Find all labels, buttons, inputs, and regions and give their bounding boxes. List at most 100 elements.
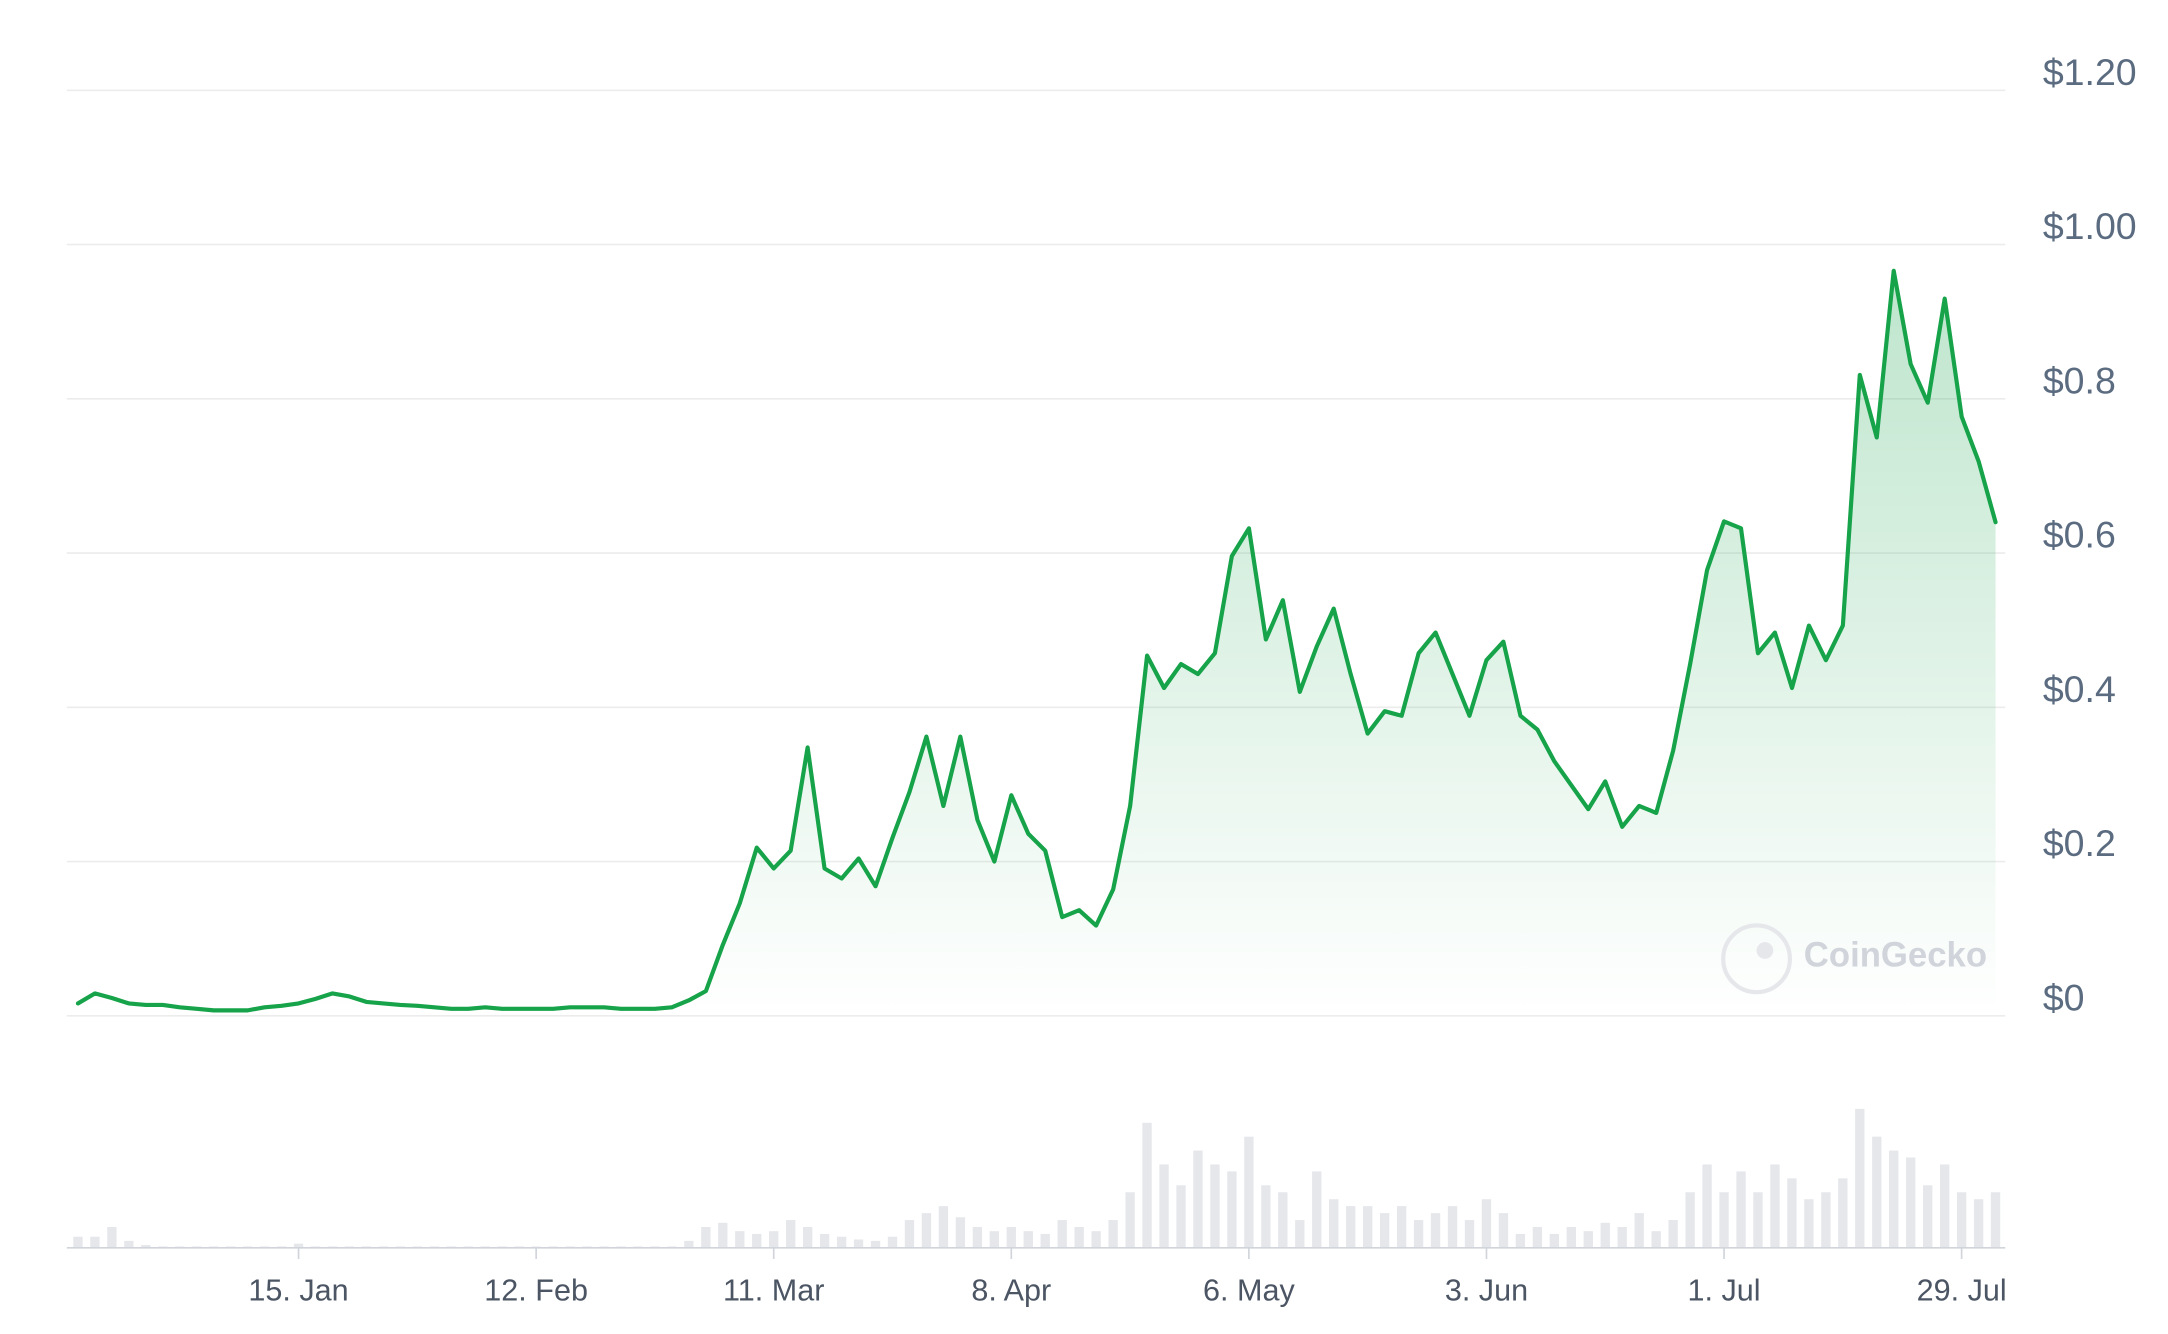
- volume-bar: [1685, 1192, 1695, 1248]
- volume-bar: [1566, 1227, 1576, 1248]
- volume-bar: [1227, 1171, 1237, 1248]
- volume-bar: [1023, 1231, 1033, 1248]
- volume-bar: [1668, 1220, 1678, 1248]
- volume-bar: [1532, 1227, 1543, 1248]
- volume-bar: [107, 1227, 117, 1248]
- volume-bar: [1108, 1220, 1118, 1248]
- x-tick-label: 3. Jun: [1445, 1273, 1528, 1307]
- x-tick-label: 1. Jul: [1688, 1273, 1761, 1307]
- volume-bar: [701, 1227, 711, 1248]
- volume-bar: [73, 1236, 83, 1248]
- volume-bar: [972, 1227, 983, 1248]
- x-tick-label: 11. Mar: [723, 1273, 824, 1307]
- volume-bar: [1176, 1185, 1186, 1248]
- volume-bar: [904, 1220, 915, 1248]
- volume-bar: [293, 1243, 304, 1248]
- price-line: [75, 268, 1998, 1013]
- volume-bar: [819, 1233, 830, 1248]
- volume-bar: [1939, 1164, 1950, 1248]
- volume-bar: [1464, 1220, 1475, 1248]
- volume-bar: [735, 1231, 745, 1248]
- volume-bar: [124, 1240, 134, 1248]
- volume-bar: [1634, 1213, 1644, 1248]
- volume-bar: [1006, 1227, 1016, 1248]
- y-tick-label: $0: [2043, 976, 2085, 1018]
- volume-bar: [1617, 1227, 1627, 1248]
- volume-bar: [1447, 1206, 1458, 1248]
- volume-bar: [1346, 1206, 1356, 1248]
- volume-bar: [90, 1236, 100, 1248]
- volume-bar: [1804, 1199, 1814, 1248]
- volume-bar: [752, 1233, 762, 1248]
- volume-bar: [1193, 1150, 1203, 1248]
- volume-bar: [1549, 1233, 1560, 1248]
- volume-bar: [989, 1231, 999, 1248]
- x-tick-label: 15. Jan: [248, 1273, 348, 1307]
- volume-bar: [938, 1206, 949, 1248]
- volume-bar: [1142, 1122, 1152, 1248]
- volume-bar: [870, 1240, 881, 1248]
- volume-bar: [1125, 1192, 1135, 1248]
- volume-bar: [1430, 1213, 1441, 1248]
- volume-bar: [1651, 1231, 1661, 1248]
- volume-bar: [1040, 1233, 1050, 1248]
- volume-bar: [1787, 1178, 1797, 1248]
- volume-bar: [1889, 1150, 1899, 1248]
- watermark-text: CoinGecko: [1804, 937, 1987, 975]
- volume-bar: [1057, 1220, 1067, 1248]
- volume-bar: [1312, 1171, 1322, 1248]
- volume-bar: [1498, 1213, 1509, 1248]
- volume-bar: [1719, 1192, 1729, 1248]
- volume-bar: [802, 1227, 813, 1248]
- volume-bar: [853, 1239, 864, 1248]
- volume-bar: [1600, 1222, 1610, 1248]
- volume-bar: [1702, 1164, 1712, 1248]
- y-tick-label: $1.00: [2043, 205, 2137, 247]
- volume-bar: [1990, 1192, 2001, 1248]
- price-area: [77, 270, 1996, 1016]
- volume-bar: [1753, 1192, 1763, 1248]
- volume-bar: [1906, 1157, 1916, 1248]
- volume-bar: [887, 1236, 898, 1248]
- volume-bar: [1821, 1192, 1831, 1248]
- y-tick-label: $1.20: [2043, 51, 2137, 93]
- volume-bar: [1583, 1231, 1593, 1248]
- volume-bar: [1278, 1192, 1288, 1248]
- x-tick-label: 6. May: [1203, 1273, 1295, 1307]
- volume-bar: [1736, 1171, 1746, 1248]
- volume-bar: [1379, 1213, 1390, 1248]
- x-tick-label: 29. Jul: [1917, 1273, 2007, 1307]
- volume-bar: [786, 1220, 796, 1248]
- volume-bar: [921, 1213, 932, 1248]
- volume-bar: [141, 1245, 151, 1248]
- volume-bar: [1855, 1108, 1865, 1248]
- volume-bar: [1973, 1199, 1984, 1248]
- volume-bar: [1159, 1164, 1169, 1248]
- volume-bar: [1244, 1136, 1254, 1248]
- watermark-logo: [1721, 923, 1792, 995]
- volume-bar: [1515, 1233, 1526, 1248]
- volume-bar: [1074, 1227, 1084, 1248]
- watermark: CoinGecko: [1721, 923, 1987, 995]
- volume-bar: [1481, 1199, 1492, 1248]
- y-tick-label: $0.2: [2043, 822, 2116, 864]
- y-tick-label: $0.6: [2043, 514, 2116, 556]
- volume-bar: [955, 1217, 966, 1248]
- volume-bar: [769, 1231, 779, 1248]
- volume-bar: [1872, 1136, 1882, 1248]
- volume-bar: [1396, 1206, 1407, 1248]
- y-tick-label: $0.8: [2043, 359, 2116, 401]
- volume-bar: [1091, 1231, 1101, 1248]
- volume-bar: [1363, 1206, 1373, 1248]
- volume-bar: [1838, 1178, 1848, 1248]
- volume-bar: [1261, 1185, 1271, 1248]
- volume-bar: [1413, 1220, 1424, 1248]
- watermark-logo-eye: [1756, 942, 1774, 959]
- volume-bar: [1770, 1164, 1780, 1248]
- y-tick-label: $0.4: [2043, 668, 2116, 710]
- volume-bar: [836, 1236, 847, 1248]
- volume-bar: [1329, 1199, 1339, 1248]
- volume-bar: [1956, 1192, 1967, 1248]
